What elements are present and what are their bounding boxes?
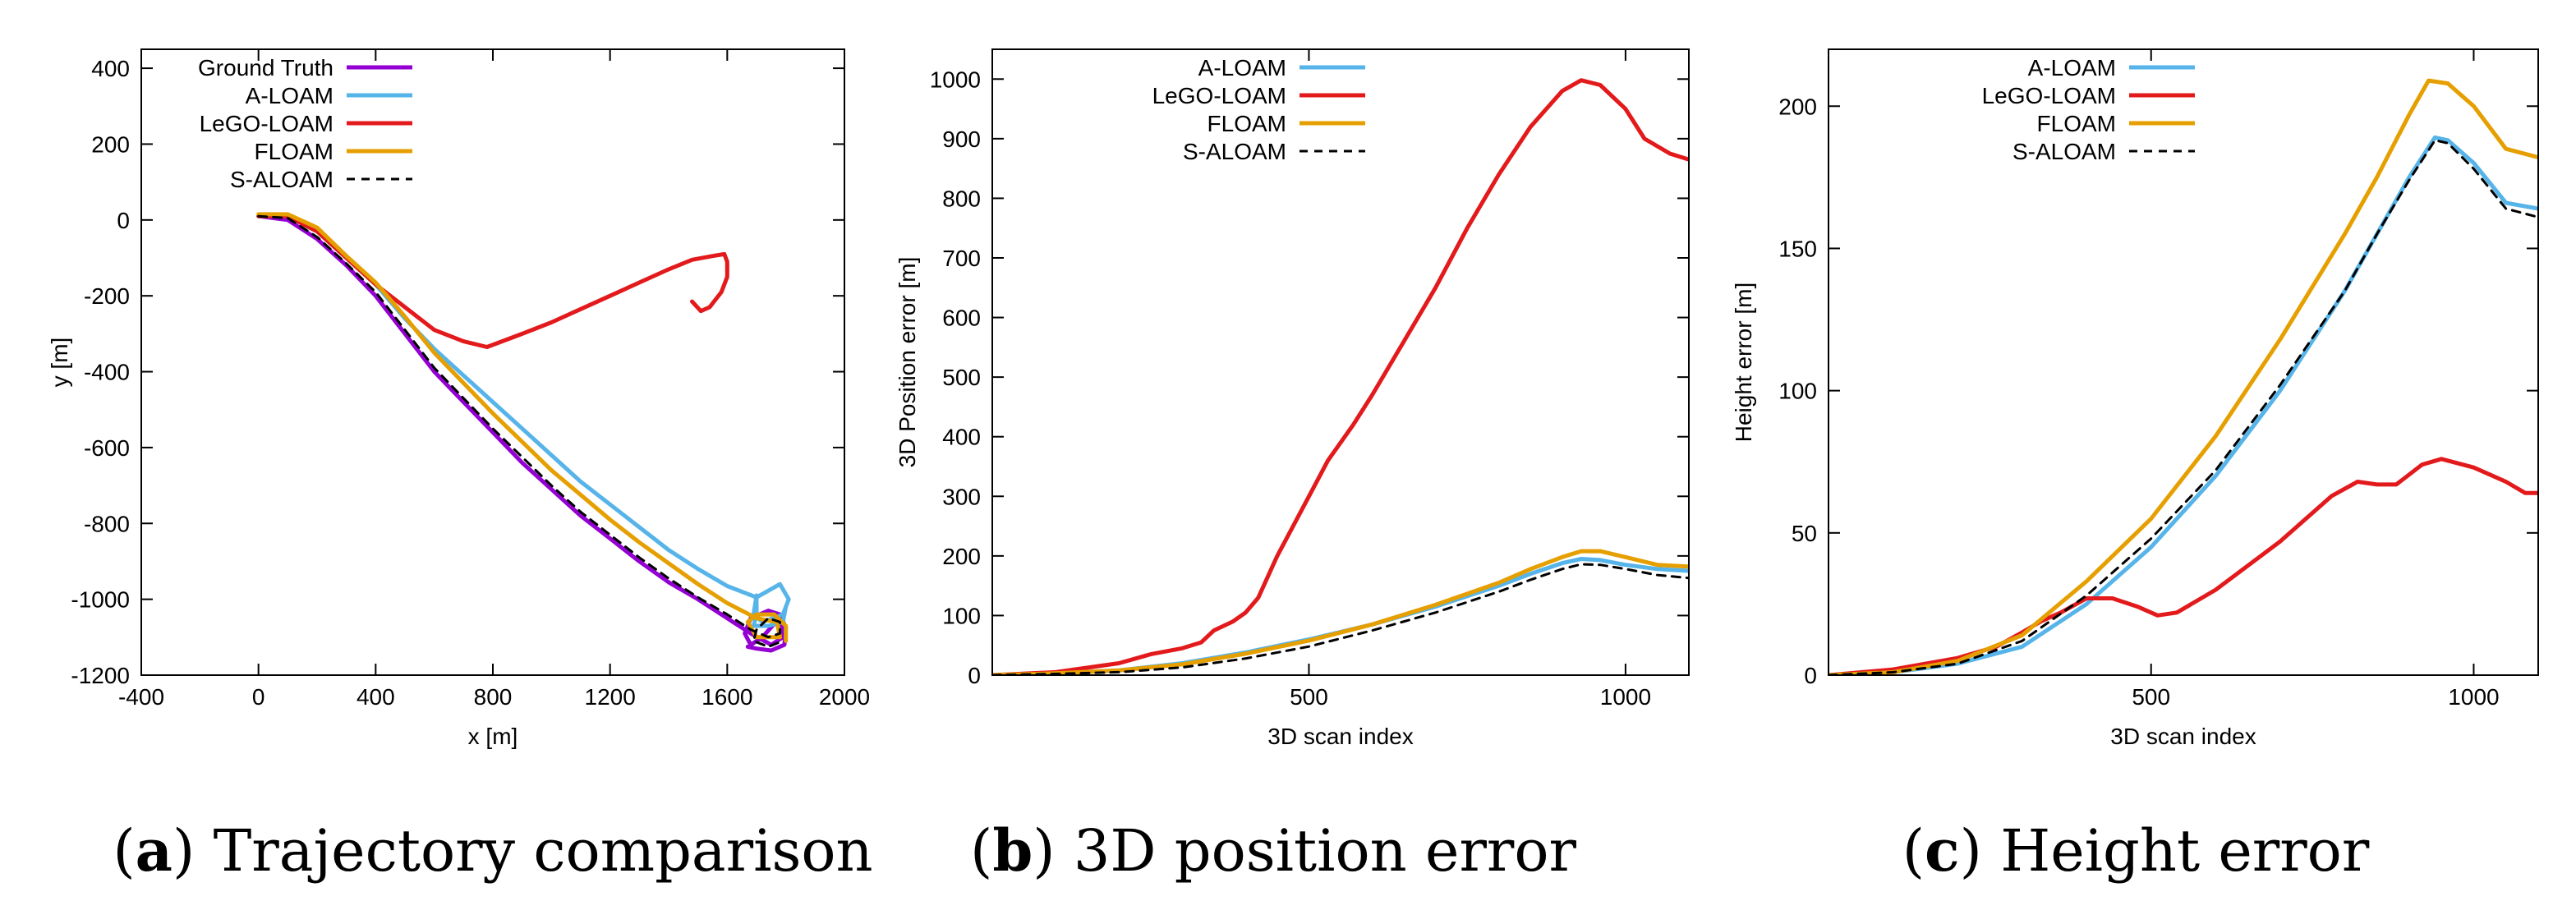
series-line-lego-loam bbox=[992, 78, 1689, 675]
y-tick-label: 600 bbox=[942, 306, 981, 331]
legend-label-s-aloam: S-ALOAM bbox=[230, 167, 334, 192]
plot-frame bbox=[991, 48, 1690, 676]
x-tick-label: 400 bbox=[356, 684, 395, 710]
x-axis-label: 3D scan index bbox=[2110, 724, 2256, 749]
legend-label-floam: FLOAM bbox=[2037, 111, 2116, 136]
x-axis-label: x [m] bbox=[468, 724, 518, 749]
series-line-s-aloam bbox=[257, 214, 784, 648]
caption-letter: a bbox=[136, 816, 172, 885]
series-line-a-loam bbox=[256, 214, 791, 628]
caption-letter: b bbox=[992, 816, 1033, 885]
plot-frame bbox=[140, 48, 845, 676]
caption-text: Height error bbox=[2000, 817, 2370, 885]
panel-caption: (c) Height error bbox=[1902, 816, 2370, 885]
legend-label-a-loam: A-LOAM bbox=[2028, 55, 2116, 80]
y-axis-label: Height error [m] bbox=[1731, 283, 1756, 443]
series-line-floam bbox=[256, 212, 789, 643]
y-tick-label: 300 bbox=[942, 484, 981, 509]
panel-caption: (b) 3D position error bbox=[970, 816, 1576, 885]
x-tick-label: 2000 bbox=[819, 684, 870, 710]
panel-height-error: 500 1000 0 50 100 150 200 3D scan index Height e… bbox=[1731, 48, 2539, 885]
legend-label-a-loam: A-LOAM bbox=[246, 83, 334, 108]
y-tick-label: 200 bbox=[1778, 94, 1817, 119]
y-tick-label: 200 bbox=[91, 131, 130, 157]
legend: Ground Truth A-LOAM LeGO-LOAM FLOAM S-ALOAM bbox=[198, 55, 412, 192]
y-tick-label: 200 bbox=[942, 544, 981, 569]
x-tick-label: 500 bbox=[2132, 684, 2170, 710]
legend-label-floam: FLOAM bbox=[1208, 111, 1286, 136]
panel-position-error: 500 1000 0 100 200 300 400 500 600 700 800 900 1000 3… bbox=[895, 48, 1690, 885]
y-tick-label: 700 bbox=[942, 246, 981, 271]
legend-label-s-aloam: S-ALOAM bbox=[1183, 139, 1286, 164]
y-tick-label: 900 bbox=[942, 126, 981, 152]
caption-letter: c bbox=[1925, 816, 1960, 885]
series-line-ground-truth bbox=[256, 214, 789, 653]
y-tick-label: 0 bbox=[117, 208, 130, 233]
x-tick-label: 1200 bbox=[585, 684, 636, 710]
y-axis-label: 3D Position error [m] bbox=[895, 257, 920, 468]
x-tick-label: 1000 bbox=[1600, 684, 1651, 710]
y-tick-label: -1000 bbox=[71, 587, 130, 613]
series-line-s-aloam bbox=[992, 563, 1689, 675]
legend-label-ground-truth: Ground Truth bbox=[198, 55, 334, 80]
y-tick-label: 400 bbox=[942, 425, 981, 450]
y-tick-label: -1200 bbox=[71, 663, 130, 688]
series-line-s-aloam bbox=[1828, 139, 2538, 675]
caption-text: 3D position error bbox=[1074, 817, 1577, 885]
x-tick-label: 0 bbox=[252, 684, 265, 710]
y-tick-label: -400 bbox=[84, 360, 130, 385]
legend-label-s-aloam: S-ALOAM bbox=[2012, 139, 2116, 164]
x-axis-label: 3D scan index bbox=[1267, 724, 1413, 749]
legend: A-LOAM LeGO-LOAM FLOAM S-ALOAM bbox=[1982, 55, 2195, 164]
y-tick-label: 400 bbox=[91, 56, 130, 81]
legend-label-lego-loam: LeGO-LOAM bbox=[1152, 83, 1286, 108]
y-tick-label: -600 bbox=[84, 435, 130, 461]
legend-label-lego-loam: LeGO-LOAM bbox=[200, 111, 334, 136]
series-line-floam bbox=[992, 549, 1689, 675]
legend-label-floam: FLOAM bbox=[255, 139, 334, 164]
y-tick-label: 800 bbox=[942, 186, 981, 211]
legend: A-LOAM LeGO-LOAM FLOAM S-ALOAM bbox=[1152, 55, 1365, 164]
x-tick-label: 800 bbox=[474, 684, 513, 710]
x-tick-label: 1600 bbox=[702, 684, 752, 710]
series-line-a-loam bbox=[992, 557, 1689, 675]
y-tick-label: 0 bbox=[968, 663, 981, 688]
y-tick-label: 50 bbox=[1792, 521, 1817, 546]
y-tick-label: -800 bbox=[84, 511, 130, 536]
caption-text: Trajectory comparison bbox=[214, 817, 873, 885]
series-line-lego-loam bbox=[256, 214, 729, 349]
legend-label-a-loam: A-LOAM bbox=[1198, 55, 1286, 80]
y-tick-label: 150 bbox=[1778, 236, 1817, 261]
legend-label-lego-loam: LeGO-LOAM bbox=[1982, 83, 2116, 108]
series-line-floam bbox=[1828, 78, 2538, 675]
panel-caption: (a) Trajectory comparison bbox=[113, 816, 872, 885]
plot-frame bbox=[1828, 48, 2539, 676]
y-tick-label: 500 bbox=[942, 365, 981, 390]
series-line-lego-loam bbox=[1828, 457, 2538, 675]
y-tick-label: 0 bbox=[1804, 663, 1817, 688]
y-tick-label: 1000 bbox=[930, 67, 981, 92]
y-axis-label: y [m] bbox=[47, 338, 72, 388]
y-tick-label: -200 bbox=[84, 283, 130, 309]
series-line-a-loam bbox=[1828, 135, 2538, 675]
x-tick-label: 1000 bbox=[2448, 684, 2499, 710]
y-tick-label: 100 bbox=[1778, 379, 1817, 404]
x-tick-label: 500 bbox=[1290, 684, 1328, 710]
panel-trajectory: -400 0 400 800 1200 1600 2000-1200-1000-800-60… bbox=[47, 48, 873, 885]
x-tick-label: -400 bbox=[118, 684, 164, 710]
y-tick-label: 100 bbox=[942, 603, 981, 628]
